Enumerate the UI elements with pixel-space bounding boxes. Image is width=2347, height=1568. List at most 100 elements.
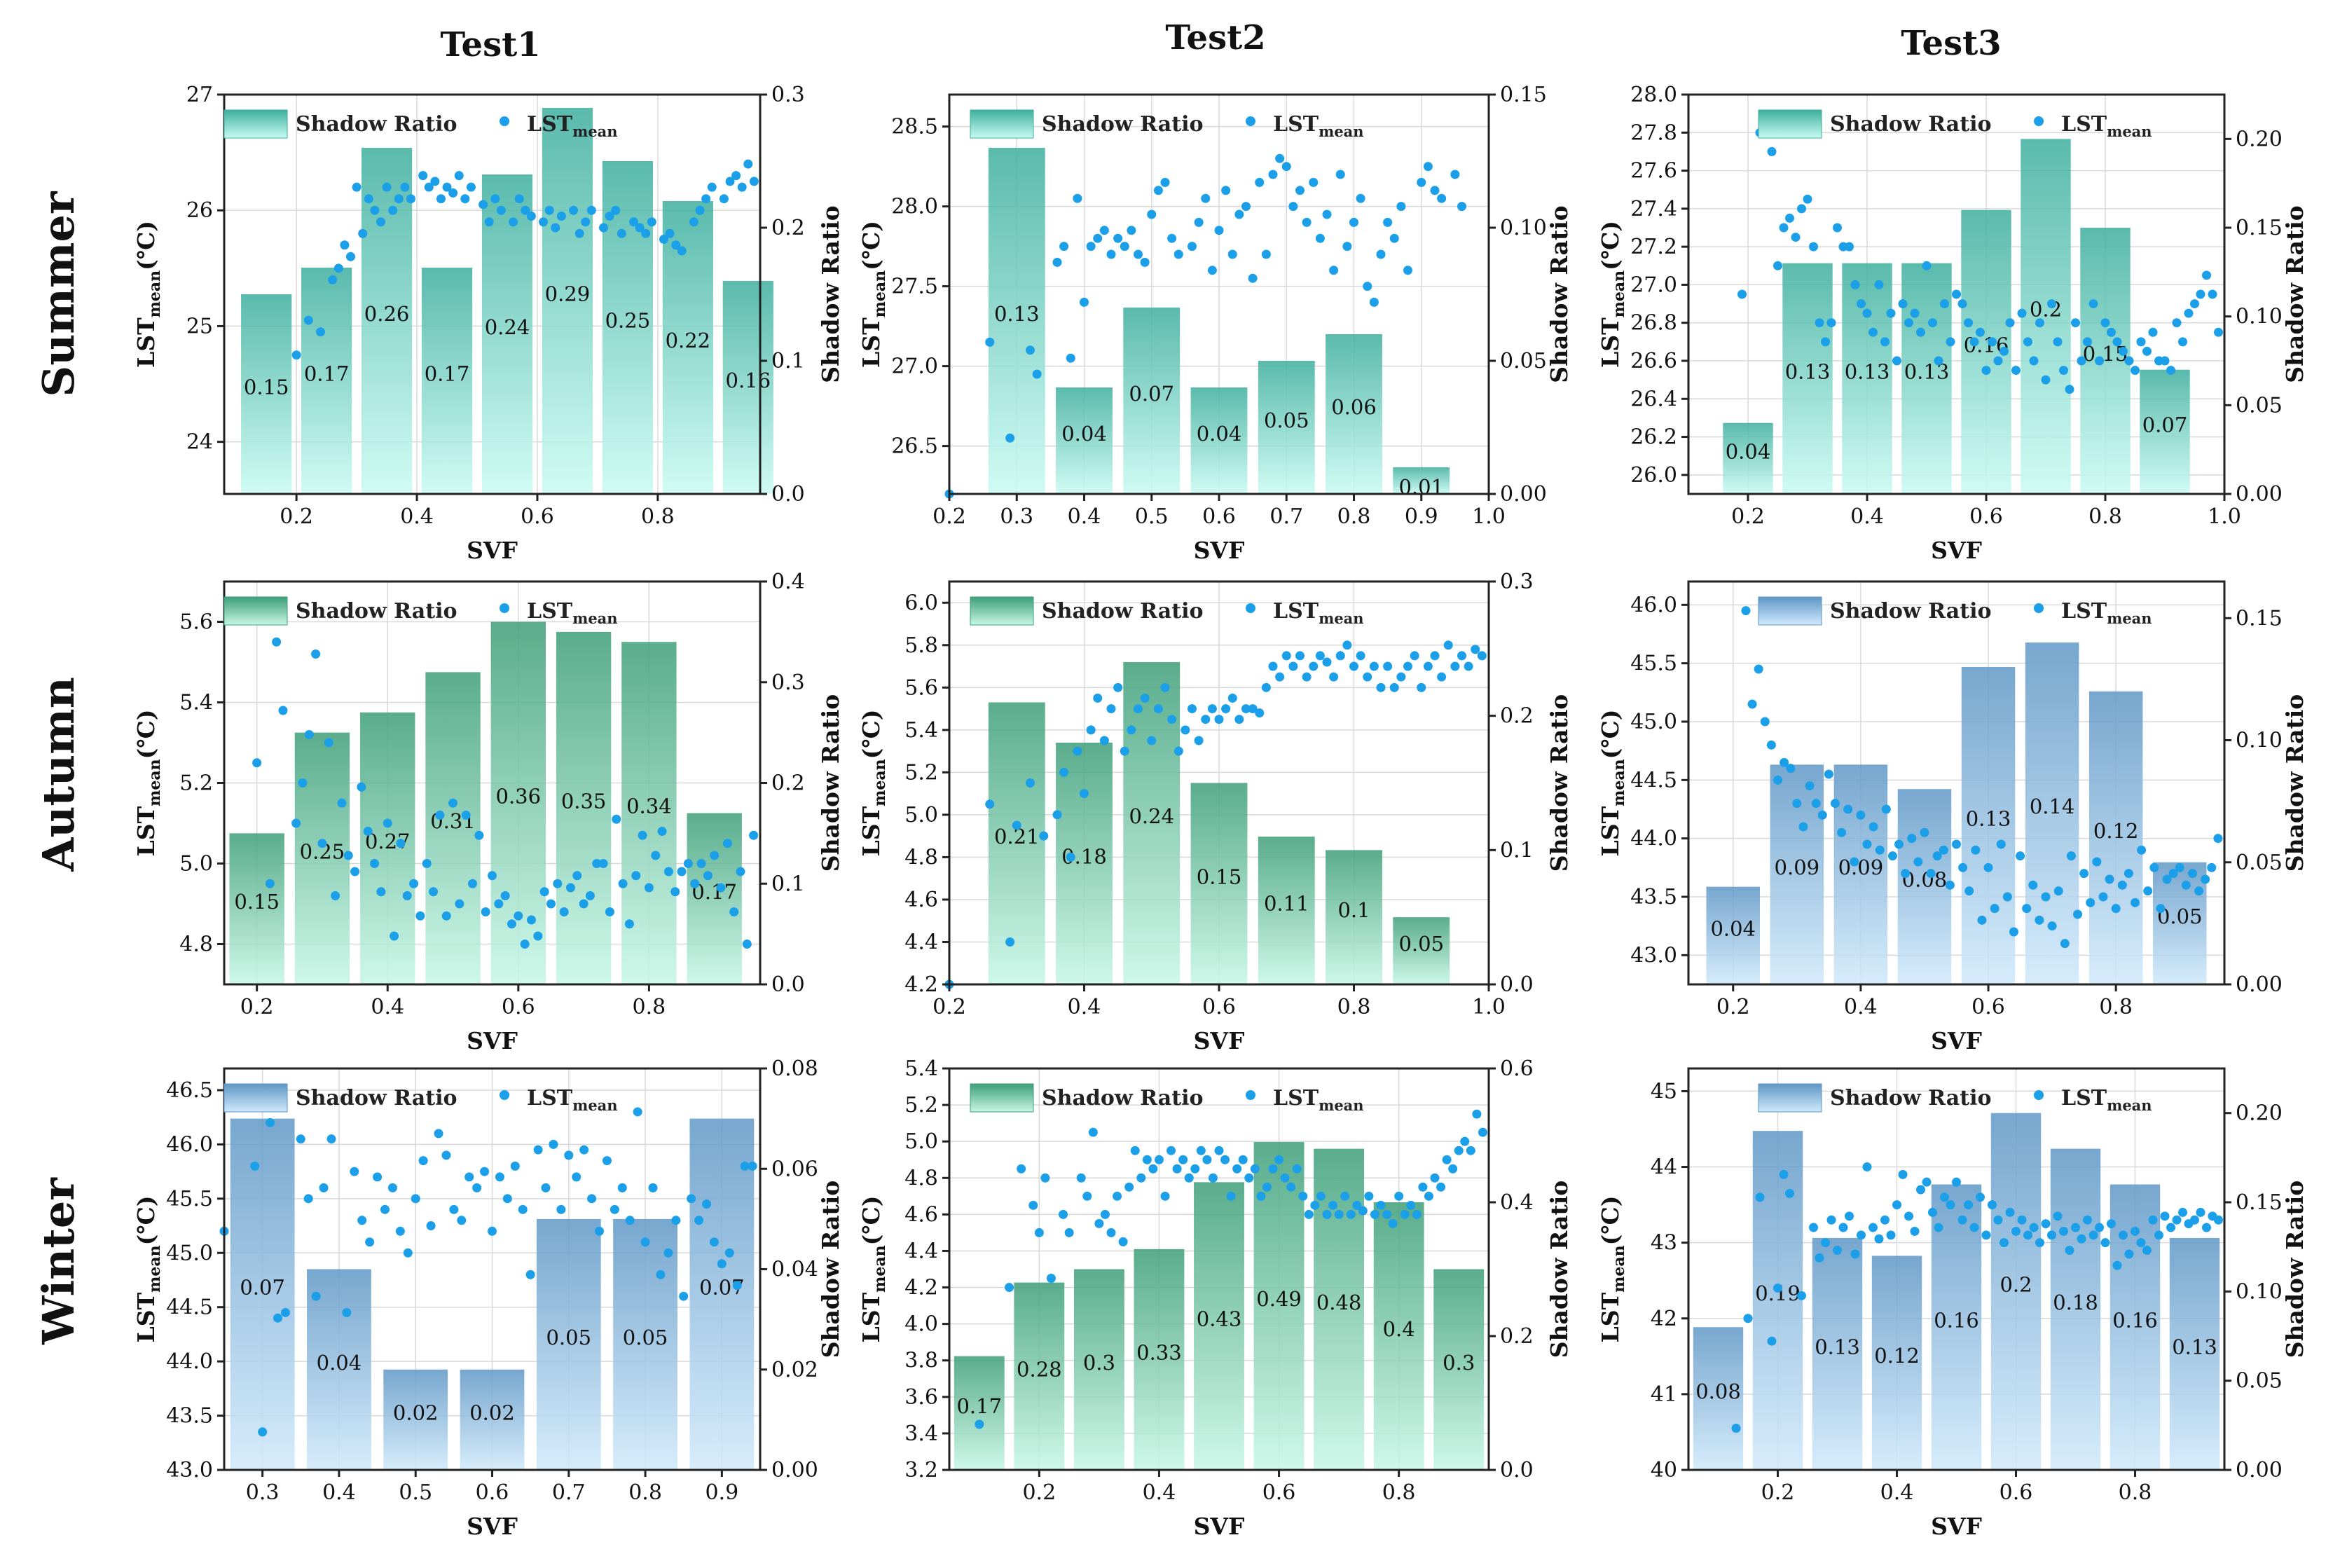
lst-mean-point [1932,851,1942,861]
lst-mean-point [1073,193,1082,203]
y-axis-label-unit: (℃) [132,221,160,270]
bar-data-label: 0.02 [469,1401,515,1424]
lst-mean-point [1026,778,1035,788]
lst-mean-point [1207,704,1217,714]
lst-mean-point [1059,767,1069,777]
y-tick-label: 26.4 [1630,387,1677,411]
legend-bar-swatch [970,109,1034,139]
lst-mean-point [1099,736,1109,745]
y-tick-label: 5.4 [904,1057,938,1081]
lst-mean-point [579,899,589,909]
shadow-ratio-bar [1014,1282,1065,1470]
x-tick-label: 1.0 [1472,995,1506,1019]
x-axis-label: SVF [467,1027,518,1054]
y-tick-label: 4.8 [179,933,213,957]
y-tick-label: 45.5 [166,1187,213,1211]
lst-mean-point [1920,827,1929,837]
x-tick-label: 0.2 [932,995,966,1019]
lst-mean-point [1178,1155,1188,1164]
lst-mean-point [448,188,458,198]
lst-mean-point [2035,1238,2044,1248]
lst-mean-point [1892,1200,1901,1210]
bar-data-label: 0.12 [2093,819,2139,843]
shadow-ratio-bar [1871,1256,1922,1470]
lst-mean-point [2100,318,2110,328]
lst-mean-point [1134,249,1143,259]
lst-mean-point [1302,217,1312,227]
lst-mean-point [702,1199,711,1209]
lst-mean-point [1983,862,1993,872]
lst-mean-point [454,171,464,181]
shadow-ratio-bar [1693,1327,1744,1470]
legend-scatter-label: LSTmean [1273,599,1364,627]
lst-mean-point [1334,1209,1344,1219]
lst-mean-point [1780,757,1789,767]
lst-mean-point [461,811,471,820]
lst-mean-point [617,1183,627,1192]
y-axis-label: LSTmean(℃) [1597,1196,1628,1343]
shadow-ratio-bar [460,1369,525,1470]
y-tick-label: 45.0 [1630,710,1677,734]
lst-mean-point [701,194,711,204]
x-axis-label: SVF [1194,1027,1245,1054]
shadow-ratio-bar [1931,1184,1982,1470]
lst-mean-point [1894,839,1904,849]
lst-mean-point [1147,736,1157,745]
lst-mean-point [382,182,392,192]
lst-mean-point [1234,209,1244,219]
lst-mean-point [1093,693,1103,703]
y2-axis-label: Shadow Ratio [1546,694,1573,872]
lst-mean-point [1194,736,1204,745]
y-axis-label-unit: (℃) [132,1196,160,1246]
lst-mean-point [1288,202,1298,212]
lst-mean-point [2100,1238,2110,1248]
lst-mean-point [1342,242,1352,252]
y-tick-label: 26.5 [891,434,938,459]
lst-mean-point [1976,327,1985,337]
legend-scatter-marker [500,116,509,126]
y-axis-label-main: LST [858,806,885,856]
legend: Shadow Ratio LSTmean [1758,1083,2152,1114]
y-tick-label: 3.8 [904,1349,938,1373]
lst-mean-point [665,228,675,238]
y-tick-label: 26.0 [1630,463,1677,488]
bar-data-label: 0.05 [546,1326,591,1349]
legend-scatter-subscript: mean [572,610,617,627]
shadow-ratio-bar [229,833,284,984]
legend-scatter-marker [1246,603,1255,613]
lst-mean-point [2059,1226,2068,1236]
lst-mean-point [1850,1249,1860,1259]
x-tick-label: 0.8 [1337,995,1371,1019]
lst-mean-point [1369,297,1379,307]
lst-mean-point [1747,699,1757,709]
shadow-ratio-bar [1990,1113,2042,1470]
lst-mean-point [1040,1173,1050,1183]
y2-axis-label: Shadow Ratio [817,1181,844,1359]
plot-frame [948,1067,1490,1471]
lst-mean-point [1221,704,1231,714]
lst-mean-point [677,867,687,876]
lst-mean-point [1261,249,1271,259]
bar-data-label: 0.36 [496,784,542,808]
lst-mean-point [1850,280,1860,289]
lst-mean-point [1124,1182,1134,1192]
lst-mean-point [1255,708,1265,718]
lst-mean-point [1868,1223,1878,1232]
lst-mean-point [1244,1173,1254,1183]
y-tick-label: 27.6 [1630,159,1677,184]
y-tick-label: 27 [186,83,213,107]
lst-mean-point [611,205,621,215]
y-tick-label: 5.4 [904,718,938,743]
lst-mean-point [1901,869,1911,879]
bar-data-label: 0.07 [240,1275,285,1299]
lst-mean-point [1349,217,1358,227]
lst-mean-point [1946,337,1955,347]
lst-mean-point [2196,1207,2205,1217]
y-tick-label: 42 [1651,1307,1677,1331]
y2-tick-label: 0.0 [771,972,805,997]
lst-mean-point [2066,851,2076,861]
lst-mean-point [1363,282,1372,291]
legend-scatter-label: LSTmean [527,599,618,627]
lst-mean-point [2095,356,2104,366]
lst-mean-point [1295,186,1305,195]
